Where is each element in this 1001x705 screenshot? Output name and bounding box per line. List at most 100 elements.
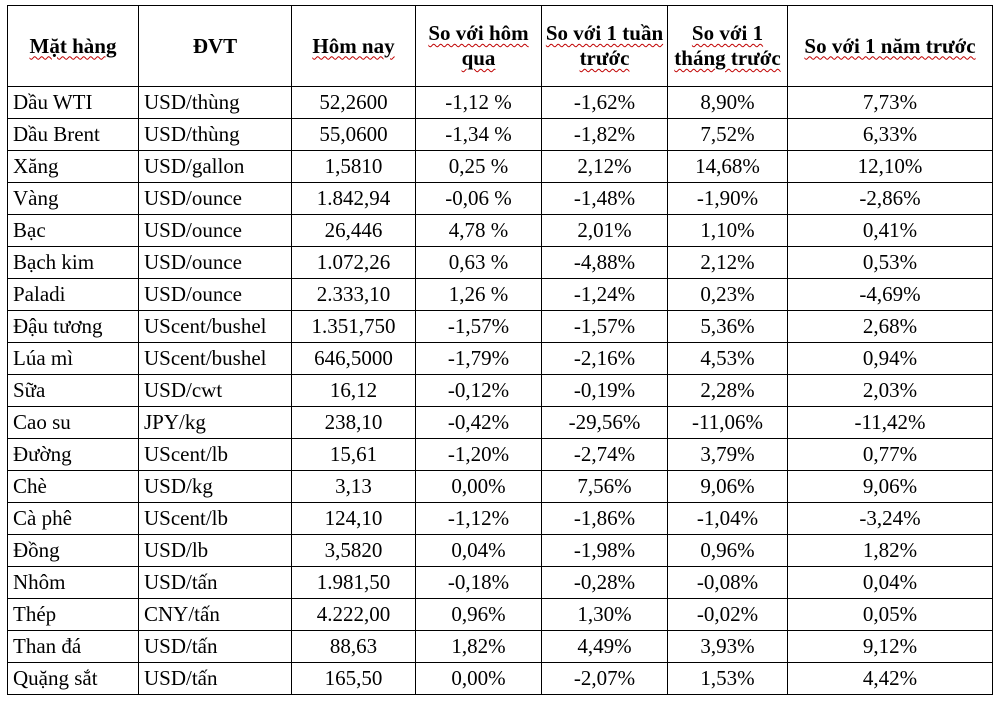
header-label: ĐVT	[192, 33, 238, 58]
commodity-cell: Dầu WTI	[7, 86, 139, 119]
change-month-cell: -11,06%	[667, 406, 788, 439]
change-year-cell: 0,77%	[787, 438, 993, 471]
change-month-cell: -0,02%	[667, 598, 788, 631]
table-row: Cà phê UScent/lb 124,10 -1,12% -1,86% -1,04% -…	[7, 502, 993, 535]
change-week-cell: -1,82%	[541, 118, 668, 151]
table-row: Than đá USD/tấn 88,63 1,82% 4,49% 3,93% 9,12%	[7, 630, 993, 663]
change-week-cell: -1,24%	[541, 278, 668, 311]
change-week-cell: -1,62%	[541, 86, 668, 119]
change-month-cell: 2,12%	[667, 246, 788, 279]
change-year-cell: 6,33%	[787, 118, 993, 151]
change-month-cell: 1,53%	[667, 662, 788, 695]
unit-cell: CNY/tấn	[138, 598, 292, 631]
change-week-cell: -1,48%	[541, 182, 668, 215]
table-row: Dầu Brent USD/thùng 55,0600 -1,34 % -1,82% 7,…	[7, 118, 993, 151]
change-week-cell: -29,56%	[541, 406, 668, 439]
commodity-cell: Đậu tương	[7, 310, 139, 343]
price-today-cell: 52,2600	[291, 86, 416, 119]
change-month-cell: 0,96%	[667, 534, 788, 567]
change-year-cell: -11,42%	[787, 406, 993, 439]
commodity-cell: Sữa	[7, 374, 139, 407]
change-week-cell: -2,07%	[541, 662, 668, 695]
price-today-cell: 1.981,50	[291, 566, 416, 599]
price-today-cell: 1.072,26	[291, 246, 416, 279]
table-row: Bạc USD/ounce 26,446 4,78 % 2,01% 1,10% 0,41%	[7, 214, 993, 247]
change-month-cell: 3,79%	[667, 438, 788, 471]
commodity-cell: Cao su	[7, 406, 139, 439]
change-day-cell: -1,79%	[415, 342, 542, 375]
change-week-cell: -2,74%	[541, 438, 668, 471]
header-row: Mặt hàng ĐVT Hôm nay So với hôm qua So v…	[7, 5, 993, 87]
commodity-cell: Đường	[7, 438, 139, 471]
change-week-cell: -0,19%	[541, 374, 668, 407]
change-month-cell: 5,36%	[667, 310, 788, 343]
table-row: Paladi USD/ounce 2.333,10 1,26 % -1,24% 0,23%…	[7, 278, 993, 311]
change-day-cell: 0,04%	[415, 534, 542, 567]
price-today-cell: 2.333,10	[291, 278, 416, 311]
commodity-cell: Cà phê	[7, 502, 139, 535]
change-week-cell: -4,88%	[541, 246, 668, 279]
commodity-cell: Quặng sắt	[7, 662, 139, 695]
change-month-cell: 1,10%	[667, 214, 788, 247]
commodity-cell: Chè	[7, 470, 139, 503]
table-row: Sữa USD/cwt 16,12 -0,12% -0,19% 2,28% 2,03%	[7, 374, 993, 407]
change-day-cell: -0,12%	[415, 374, 542, 407]
change-week-cell: -1,57%	[541, 310, 668, 343]
table-row: Cao su JPY/kg 238,10 -0,42% -29,56% -11,06% -1…	[7, 406, 993, 439]
change-day-cell: 0,25 %	[415, 150, 542, 183]
price-today-cell: 3,5820	[291, 534, 416, 567]
header-cell: ĐVT	[138, 5, 292, 87]
change-day-cell: -0,42%	[415, 406, 542, 439]
unit-cell: USD/ounce	[138, 182, 292, 215]
commodity-cell: Đồng	[7, 534, 139, 567]
unit-cell: UScent/lb	[138, 502, 292, 535]
change-day-cell: -1,12 %	[415, 86, 542, 119]
header-label: So với 1 tháng trước	[674, 21, 781, 70]
change-year-cell: 0,53%	[787, 246, 993, 279]
header-cell: So với 1 tháng trước	[667, 5, 788, 87]
change-month-cell: -1,04%	[667, 502, 788, 535]
change-week-cell: -2,16%	[541, 342, 668, 375]
change-month-cell: 4,53%	[667, 342, 788, 375]
unit-cell: USD/ounce	[138, 278, 292, 311]
change-month-cell: 3,93%	[667, 630, 788, 663]
table-row: Thép CNY/tấn 4.222,00 0,96% 1,30% -0,02% 0,05%	[7, 598, 993, 631]
price-today-cell: 16,12	[291, 374, 416, 407]
price-today-cell: 165,50	[291, 662, 416, 695]
change-week-cell: -0,28%	[541, 566, 668, 599]
commodity-price-table: Mặt hàng ĐVT Hôm nay So với hôm qua So v…	[7, 5, 993, 695]
change-day-cell: 1,26 %	[415, 278, 542, 311]
price-today-cell: 1.351,750	[291, 310, 416, 343]
change-day-cell: -0,18%	[415, 566, 542, 599]
change-month-cell: 0,23%	[667, 278, 788, 311]
change-day-cell: -0,06 %	[415, 182, 542, 215]
table-row: Đồng USD/lb 3,5820 0,04% -1,98% 0,96% 1,82%	[7, 534, 993, 567]
commodity-cell: Bạch kim	[7, 246, 139, 279]
change-month-cell: 7,52%	[667, 118, 788, 151]
change-week-cell: 7,56%	[541, 470, 668, 503]
change-month-cell: -1,90%	[667, 182, 788, 215]
change-week-cell: -1,86%	[541, 502, 668, 535]
unit-cell: USD/kg	[138, 470, 292, 503]
table-row: Dầu WTI USD/thùng 52,2600 -1,12 % -1,62% 8,90…	[7, 86, 993, 119]
change-day-cell: 1,82%	[415, 630, 542, 663]
header-label: So với 1 tuần trước	[545, 21, 664, 70]
change-day-cell: 0,63 %	[415, 246, 542, 279]
change-year-cell: 2,03%	[787, 374, 993, 407]
header-label: Hôm nay	[312, 33, 395, 58]
change-year-cell: 7,73%	[787, 86, 993, 119]
change-day-cell: 0,00%	[415, 470, 542, 503]
unit-cell: USD/ounce	[138, 246, 292, 279]
header-cell: Hôm nay	[291, 5, 416, 87]
change-day-cell: 0,96%	[415, 598, 542, 631]
unit-cell: USD/thùng	[138, 86, 292, 119]
header-label: Mặt hàng	[29, 33, 117, 58]
change-week-cell: -1,98%	[541, 534, 668, 567]
header-cell: So với 1 tuần trước	[541, 5, 668, 87]
change-year-cell: 4,42%	[787, 662, 993, 695]
table-body: Dầu WTI USD/thùng 52,2600 -1,12 % -1,62% 8,90…	[7, 86, 993, 695]
table-row: Vàng USD/ounce 1.842,94 -0,06 % -1,48% -1,90%…	[7, 182, 993, 215]
unit-cell: USD/tấn	[138, 630, 292, 663]
unit-cell: UScent/lb	[138, 438, 292, 471]
change-week-cell: 2,01%	[541, 214, 668, 247]
